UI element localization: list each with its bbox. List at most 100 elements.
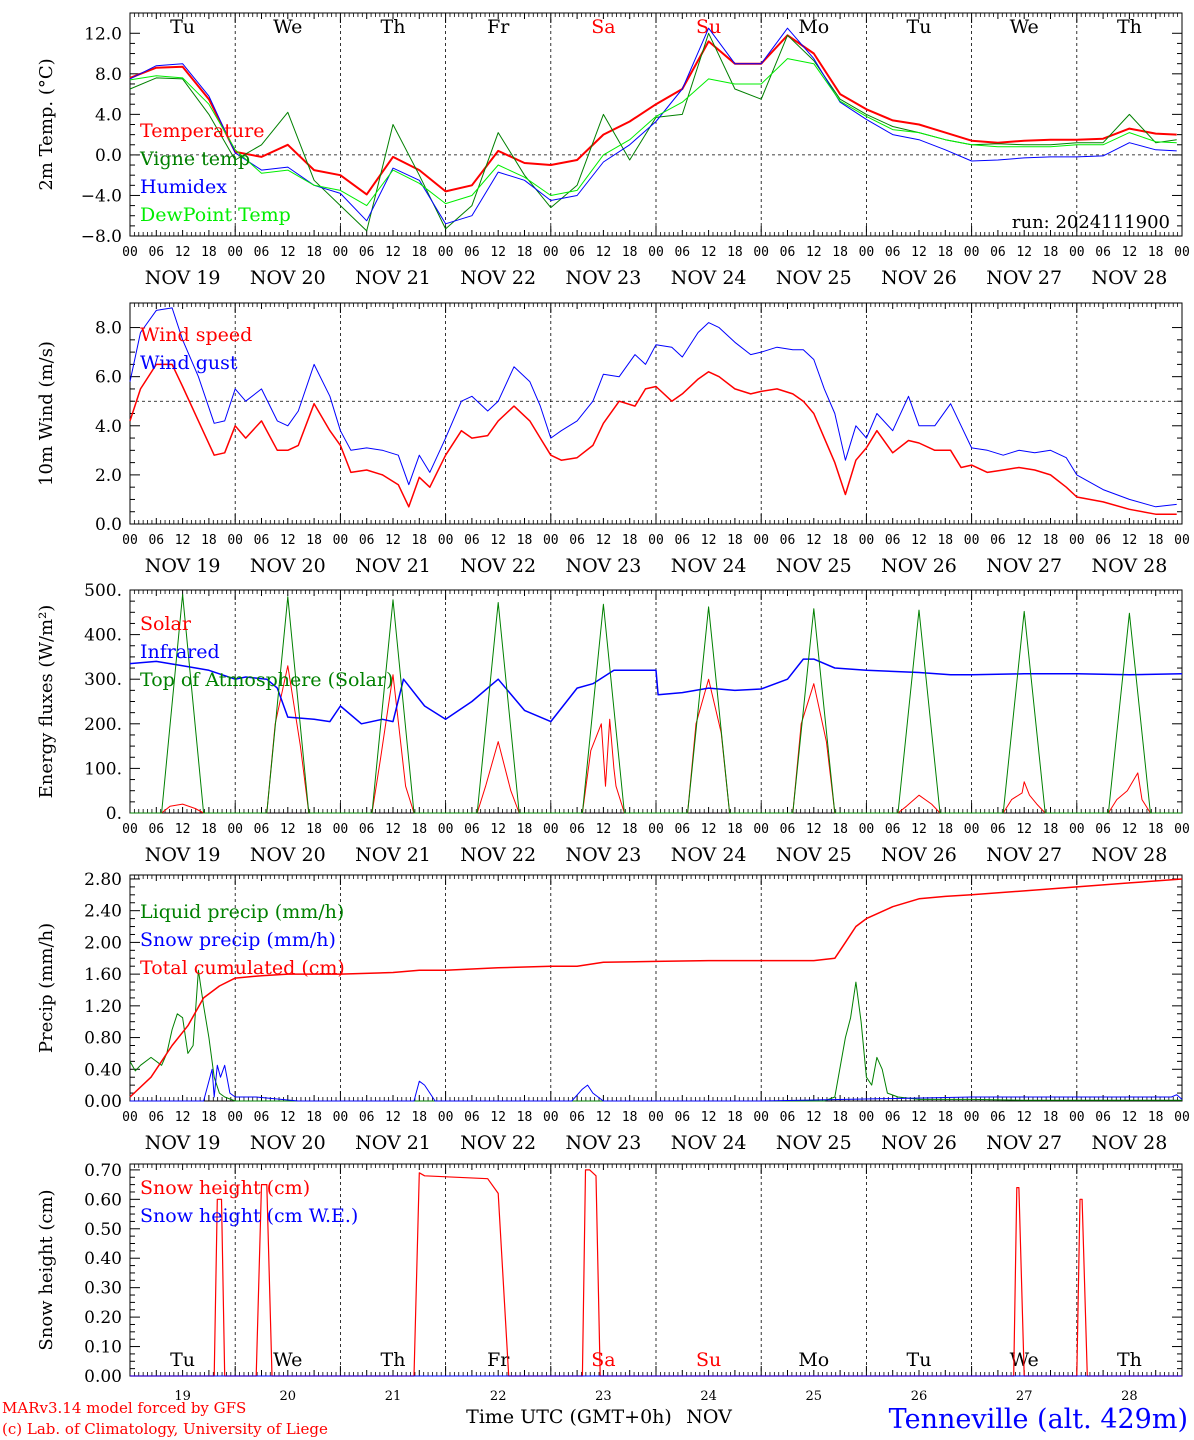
x-hour-label: 00: [1174, 245, 1190, 260]
x-hour-label: 00: [753, 533, 769, 548]
x-hour-label: 06: [359, 245, 375, 260]
x-hour-label: 12: [490, 245, 506, 260]
x-hour-label: 06: [990, 245, 1006, 260]
x-day-label: NOV 27: [986, 844, 1062, 866]
legend-entry: Infrared: [140, 641, 220, 663]
x-hour-label: 12: [490, 1110, 506, 1125]
x-hour-label: 06: [569, 533, 585, 548]
weekday-label: We: [1010, 16, 1039, 38]
y-axis-label: 2m Temp. (°C): [36, 58, 57, 190]
weekday-label: Tu: [170, 1349, 195, 1371]
x-hour-label: 12: [911, 822, 927, 837]
x-hour-label: 18: [727, 245, 743, 260]
legend-entry: Total cumulated (cm): [140, 957, 345, 979]
x-day-label: NOV 20: [250, 1132, 326, 1154]
x-day-label: NOV 19: [145, 267, 221, 289]
x-hour-label: 00: [122, 1110, 138, 1125]
x-hour-label: 06: [254, 533, 270, 548]
x-hour-label: 18: [727, 533, 743, 548]
x-day-label: NOV 27: [986, 555, 1062, 577]
panel-4: 0.00 0.40 0.80 1.20 1.60 2.00 2.40 2.80 Precip (…: [36, 870, 1190, 1154]
x-hour-label: 12: [175, 533, 191, 548]
x-day-label: NOV 26: [881, 267, 957, 289]
x-hour-label: 00: [122, 245, 138, 260]
x-hour-label: 12: [175, 1110, 191, 1125]
run-annotation: run: 2024111900: [1012, 212, 1170, 233]
weekday-label: Mo: [798, 16, 829, 38]
x-hour-label: 18: [1043, 245, 1059, 260]
x-hour-label: 00: [122, 533, 138, 548]
x-hour-label: 18: [411, 245, 427, 260]
y-tick-label: 0.50: [84, 1220, 122, 1240]
weekday-label: Sa: [591, 16, 615, 38]
x-hour-label: 18: [306, 822, 322, 837]
x-hour-label: 06: [148, 1110, 164, 1125]
x-hour-label: 12: [806, 533, 822, 548]
x-hour-label: 06: [1095, 822, 1111, 837]
x-hour-label: 00: [753, 822, 769, 837]
x-hour-label: 12: [280, 1110, 296, 1125]
x-hour-label: 00: [1069, 1110, 1085, 1125]
x-day-label: NOV 23: [565, 844, 641, 866]
x-hour-label: 18: [1043, 822, 1059, 837]
weekday-label: We: [273, 1349, 302, 1371]
x-day-label: NOV 22: [460, 555, 536, 577]
x-hour-label: 00: [964, 245, 980, 260]
x-hour-label: 06: [990, 533, 1006, 548]
weekday-label: Mo: [798, 1349, 829, 1371]
x-hour-label: 12: [1122, 245, 1138, 260]
x-hour-label: 00: [227, 245, 243, 260]
y-tick-label: 2.80: [84, 870, 122, 890]
x-hour-label: 18: [1148, 1110, 1164, 1125]
weekday-label: Th: [1117, 1349, 1142, 1371]
x-day-label: NOV 23: [565, 1132, 641, 1154]
x-hour-label: 06: [254, 1110, 270, 1125]
y-axis-label: Energy fluxes (W/m²): [36, 605, 57, 799]
x-hour-label: 06: [885, 1110, 901, 1125]
y-tick-label: 0.20: [84, 1308, 122, 1328]
x-axis-label: Time UTC (GMT+0h): [466, 1406, 672, 1428]
y-tick-label: 0.30: [84, 1279, 122, 1299]
x-hour-label: 12: [280, 245, 296, 260]
x-hour-label: 12: [911, 245, 927, 260]
x-day-label: NOV 25: [776, 1132, 852, 1154]
legend-entry: DewPoint Temp: [140, 204, 291, 226]
x-hour-label: 06: [464, 533, 480, 548]
x-hour-label: 00: [227, 822, 243, 837]
legend-entry: Snow height (cm W.E.): [140, 1205, 358, 1227]
y-tick-label: 0.80: [84, 1029, 122, 1049]
weekday-label: Su: [696, 16, 721, 38]
x-hour-label: 00: [333, 822, 349, 837]
x-hour-label: 18: [622, 533, 638, 548]
x-day-label: NOV 28: [1091, 1132, 1167, 1154]
x-hour-label: 06: [254, 245, 270, 260]
x-hour-label: 12: [280, 822, 296, 837]
x-hour-label: 06: [569, 1110, 585, 1125]
x-day-label: NOV 19: [145, 555, 221, 577]
plot-frame: [129, 12, 1183, 237]
y-tick-label: 300.: [84, 670, 122, 690]
x-hour-label: 00: [859, 1110, 875, 1125]
x-hour-label: 18: [517, 1110, 533, 1125]
x-hour-label: 00: [964, 822, 980, 837]
x-hour-label: 00: [859, 822, 875, 837]
x-hour-label: 18: [411, 1110, 427, 1125]
x-hour-label: 12: [1016, 1110, 1032, 1125]
y-tick-label: 0.00: [84, 1092, 122, 1112]
x-hour-label: 06: [885, 533, 901, 548]
x-day-number: 20: [280, 1389, 297, 1404]
x-hour-label: 18: [937, 1110, 953, 1125]
x-hour-label: 00: [122, 822, 138, 837]
x-hour-label: 06: [148, 822, 164, 837]
x-hour-label: 12: [1016, 245, 1032, 260]
x-hour-label: 18: [517, 822, 533, 837]
x-hour-label: 06: [990, 1110, 1006, 1125]
x-hour-label: 06: [780, 822, 796, 837]
x-hour-label: 18: [306, 533, 322, 548]
x-hour-label: 00: [543, 1110, 559, 1125]
x-hour-label: 12: [385, 245, 401, 260]
x-day-label: NOV 27: [986, 1132, 1062, 1154]
y-tick-label: 4.0: [95, 417, 122, 437]
x-day-number: 26: [911, 1389, 928, 1404]
